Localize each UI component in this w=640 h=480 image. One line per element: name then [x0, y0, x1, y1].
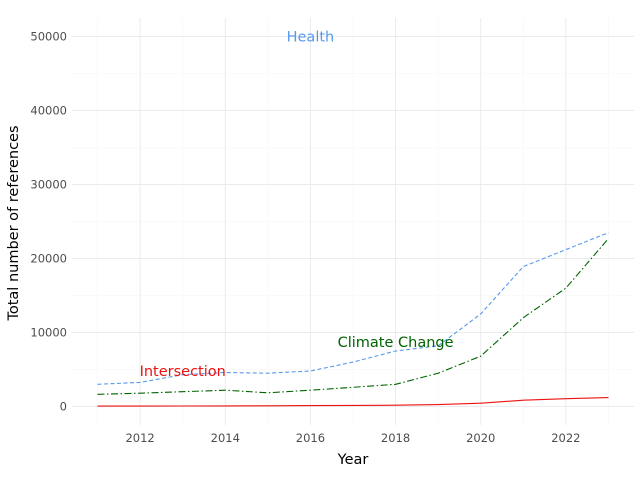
series-label-health: Health: [287, 30, 335, 46]
series-line-climate-change: [97, 238, 609, 395]
x-tick-label: 2018: [381, 431, 410, 445]
y-tick-label: 30000: [30, 178, 67, 192]
x-tick-label: 2016: [296, 431, 325, 445]
x-tick-label: 2022: [551, 431, 580, 445]
series-label-intersection: Intersection: [140, 364, 226, 380]
x-tick-label: 2012: [125, 431, 154, 445]
series-line-intersection: [97, 397, 609, 407]
series-labels: Health Climate Change Intersection: [140, 30, 454, 380]
axis-ticks: 2012 2014 2016 2018 2020 2022 0 10000 20000 30000…: [30, 30, 580, 446]
series-label-climate-change: Climate Change: [338, 335, 454, 351]
y-tick-label: 20000: [30, 252, 67, 266]
series-lines: [97, 232, 609, 407]
y-tick-label: 40000: [30, 104, 67, 118]
y-tick-label: 0: [60, 400, 67, 414]
y-tick-label: 10000: [30, 326, 67, 340]
y-axis-title: Total number of references: [6, 125, 22, 321]
x-tick-label: 2020: [466, 431, 495, 445]
series-line-health: [97, 232, 609, 385]
grid: [72, 18, 634, 425]
x-axis-title: Year: [337, 452, 369, 468]
y-tick-label: 50000: [30, 30, 67, 44]
x-tick-label: 2014: [211, 431, 240, 445]
